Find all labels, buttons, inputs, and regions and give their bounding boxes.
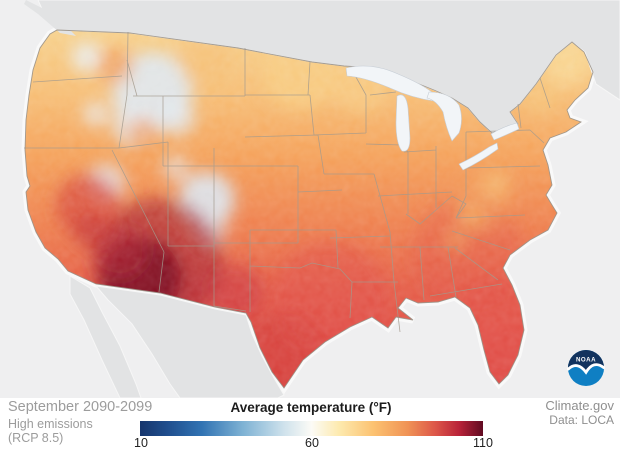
lake-michigan [395,94,411,152]
source-caption: Climate.gov Data: LOCA [545,398,614,427]
scenario-label: High emissions [8,417,93,431]
vancouver-island [24,0,76,36]
noaa-logo: NOAA [567,349,605,387]
scenario-detail-label: (RCP 8.5) [8,431,64,445]
state-borders [24,31,551,333]
great-lakes [345,65,520,171]
colorbar-tick-min: 10 [134,436,148,450]
data-source-label: Data: LOCA [549,413,614,427]
colorbar-tick-mid: 60 [305,436,319,450]
legend-title: Average temperature (°F) [230,400,392,415]
map-canvas: NOAA [0,0,620,399]
colorbar [140,421,483,436]
scenario-caption: September 2090-2099 High emissions (RCP … [8,399,152,445]
noaa-logo-gull-icon [567,363,605,375]
climate-gov-label: Climate.gov [545,398,614,413]
lake-huron [426,91,462,142]
lake-ontario [490,122,520,141]
us-temperature-map [21,0,620,399]
noaa-logo-sky [567,349,605,373]
period-label: September 2090-2099 [8,399,153,415]
colorbar-tick-max: 110 [473,436,493,450]
mexico-landmass [94,285,285,399]
noaa-logo-text: NOAA [576,356,596,363]
lake-erie [458,142,499,171]
